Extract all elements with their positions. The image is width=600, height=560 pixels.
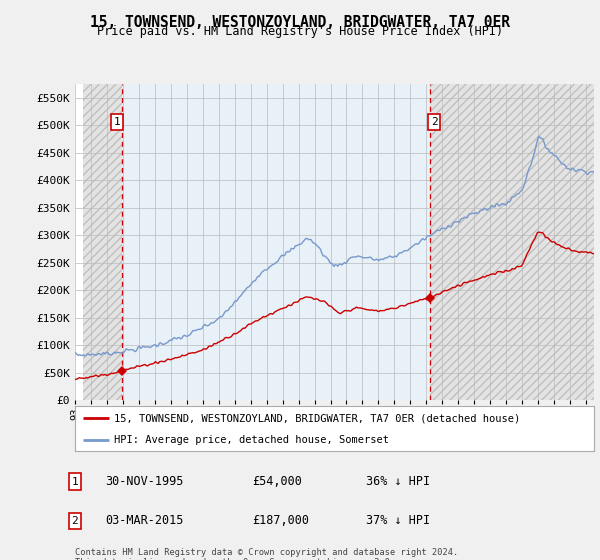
Text: 36% ↓ HPI: 36% ↓ HPI — [366, 475, 430, 488]
Text: 2: 2 — [431, 117, 437, 127]
Text: 37% ↓ HPI: 37% ↓ HPI — [366, 514, 430, 528]
Text: 15, TOWNSEND, WESTONZOYLAND, BRIDGWATER, TA7 0ER: 15, TOWNSEND, WESTONZOYLAND, BRIDGWATER,… — [90, 15, 510, 30]
Text: Contains HM Land Registry data © Crown copyright and database right 2024.
This d: Contains HM Land Registry data © Crown c… — [75, 548, 458, 560]
Text: Price paid vs. HM Land Registry's House Price Index (HPI): Price paid vs. HM Land Registry's House … — [97, 25, 503, 38]
Text: 1: 1 — [113, 117, 120, 127]
Text: £54,000: £54,000 — [252, 475, 302, 488]
Text: 1: 1 — [71, 477, 79, 487]
Text: 30-NOV-1995: 30-NOV-1995 — [105, 475, 184, 488]
Text: 03-MAR-2015: 03-MAR-2015 — [105, 514, 184, 528]
Text: HPI: Average price, detached house, Somerset: HPI: Average price, detached house, Some… — [114, 435, 389, 445]
Text: 15, TOWNSEND, WESTONZOYLAND, BRIDGWATER, TA7 0ER (detached house): 15, TOWNSEND, WESTONZOYLAND, BRIDGWATER,… — [114, 413, 520, 423]
Text: £187,000: £187,000 — [252, 514, 309, 528]
Text: 2: 2 — [71, 516, 79, 526]
